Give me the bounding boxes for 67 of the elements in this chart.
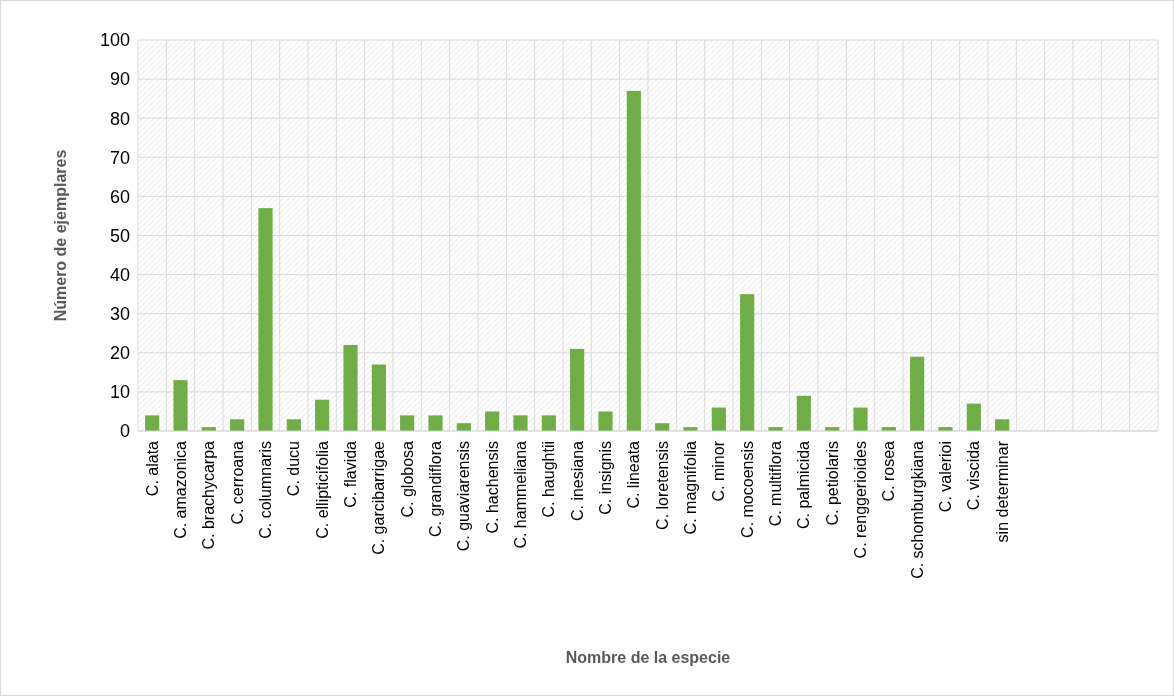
bar xyxy=(910,356,925,431)
y-tick-label: 30 xyxy=(109,304,130,324)
x-tick-label: C. renggerioides xyxy=(852,441,870,559)
bar xyxy=(371,364,386,431)
x-tick-label: C. cerroana xyxy=(228,440,246,525)
x-tick-label: C. guaviarensis xyxy=(455,441,473,552)
x-tick-label: C. lineata xyxy=(625,440,643,509)
y-tick-label: 60 xyxy=(109,186,130,207)
x-tick-label: C. hachensis xyxy=(483,441,501,534)
y-tick-label: 70 xyxy=(109,147,130,168)
y-tick-label: 10 xyxy=(109,382,130,403)
bar xyxy=(400,415,415,431)
bar xyxy=(315,399,330,431)
bar xyxy=(258,208,273,431)
x-tick-label: C. loretensis xyxy=(653,441,671,530)
bar xyxy=(485,411,500,431)
bar xyxy=(286,419,301,431)
x-tick-label: C. schomburgkiana xyxy=(908,440,926,579)
y-tick-label: 20 xyxy=(109,343,130,364)
bar xyxy=(598,411,613,431)
y-tick-label: 50 xyxy=(109,225,130,246)
x-tick-label: C. alata xyxy=(143,440,161,497)
x-axis-title: Nombre de la especie xyxy=(565,649,731,666)
x-tick-label: sin determinar xyxy=(993,440,1011,543)
x-tick-label: C. magnifolia xyxy=(682,440,700,535)
y-tick-label: 100 xyxy=(99,30,130,51)
x-tick-label: C. viscida xyxy=(965,440,983,511)
x-tick-label: C. valerioi xyxy=(937,441,955,513)
x-tick-label: C. hammeliana xyxy=(512,440,530,549)
bar xyxy=(626,90,641,431)
x-tick-label: C. ducu xyxy=(285,441,303,497)
bar xyxy=(796,395,811,431)
bar xyxy=(541,415,556,431)
x-tick-label: C. insignis xyxy=(597,441,615,515)
bar xyxy=(513,415,528,431)
x-tick-label: C. brachycarpa xyxy=(200,440,218,550)
y-tick-label: 0 xyxy=(119,421,130,442)
x-tick-label: C. rosea xyxy=(880,440,898,502)
x-tick-label: C. minor xyxy=(710,440,728,502)
x-tick-label: C. amazonica xyxy=(172,440,190,539)
y-tick-label: 80 xyxy=(109,108,130,129)
x-tick-label: C. multiflora xyxy=(767,440,785,527)
x-tick-label: C. inesiana xyxy=(568,440,586,522)
x-tick-label: C. haughtii xyxy=(540,441,558,518)
bar xyxy=(853,407,868,431)
bar xyxy=(966,403,981,431)
y-axis-title: Número de ejemplares xyxy=(52,149,69,322)
bar xyxy=(173,380,188,431)
y-tick-label: 40 xyxy=(109,264,130,285)
bar xyxy=(570,348,585,431)
bar xyxy=(145,415,160,431)
bar xyxy=(995,419,1010,431)
bar xyxy=(230,419,245,431)
x-tick-label: C. ellipticifolia xyxy=(313,440,331,539)
x-tick-label: C. mocoensis xyxy=(738,441,756,538)
bar xyxy=(428,415,443,431)
x-tick-label: C. garcibarrigae xyxy=(370,440,388,555)
x-tick-label: C. grandiflora xyxy=(427,440,445,538)
bar xyxy=(740,294,755,431)
x-tick-label: C. columnaris xyxy=(257,441,275,539)
x-tick-label: C. globosa xyxy=(398,440,416,518)
x-tick-label: C. palmicida xyxy=(795,440,813,530)
x-tick-label: C. flavida xyxy=(342,440,360,508)
bar xyxy=(711,407,726,431)
bar xyxy=(343,344,358,431)
y-tick-label: 90 xyxy=(109,69,130,90)
x-tick-label: C. petiolaris xyxy=(823,441,841,526)
